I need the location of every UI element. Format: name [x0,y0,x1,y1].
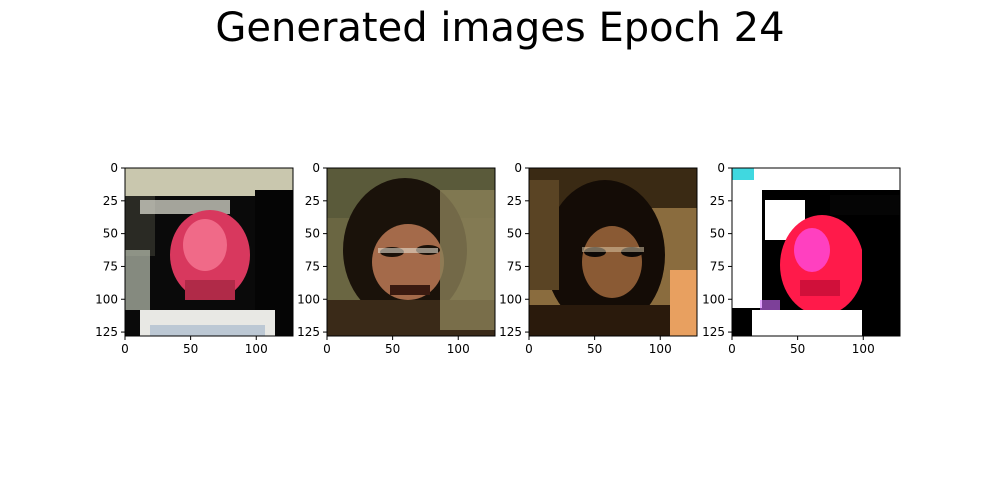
image-panel-2 [326,167,496,337]
image-panel-4 [731,167,901,337]
x-tick-label: 100 [447,342,470,356]
x-tick-label: 100 [245,342,268,356]
image-panel-1 [124,167,294,337]
y-tick-label: 25 [710,194,725,208]
image-panel-3 [528,167,698,337]
y-tick-label: 50 [507,227,522,241]
panel-4-axes: 0 50 100 0 25 50 75 100 125 [702,161,875,356]
y-tick-label: 50 [710,227,725,241]
x-tick-label: 0 [728,342,736,356]
y-tick-label: 75 [103,259,118,273]
y-tick-label: 100 [499,292,522,306]
panel-1-axes: 0 50 100 0 25 50 75 100 125 [95,161,268,356]
generated-face-image-1 [125,168,293,336]
panel-2-axes: 0 50 100 0 25 50 75 100 125 [297,161,470,356]
x-tick-label: 100 [649,342,672,356]
x-tick-label: 0 [121,342,129,356]
y-tick-label: 0 [312,161,320,175]
generated-face-image-2 [327,168,495,336]
y-tick-label: 50 [305,227,320,241]
y-tick-label: 50 [103,227,118,241]
x-tick-label: 50 [587,342,602,356]
x-tick-label: 50 [183,342,198,356]
y-tick-label: 125 [702,325,725,339]
y-tick-label: 100 [702,292,725,306]
y-tick-label: 125 [95,325,118,339]
panel-3-axes: 0 50 100 0 25 50 75 100 125 [499,161,672,356]
y-tick-label: 0 [110,161,118,175]
y-tick-label: 25 [305,194,320,208]
y-tick-label: 125 [297,325,320,339]
y-tick-label: 75 [305,259,320,273]
x-tick-label: 50 [385,342,400,356]
generated-face-image-3 [529,168,697,336]
generated-face-image-4 [732,168,900,336]
y-tick-label: 100 [95,292,118,306]
y-tick-label: 0 [514,161,522,175]
x-tick-label: 0 [525,342,533,356]
x-tick-label: 0 [323,342,331,356]
figure-title: Generated images Epoch 24 [215,5,785,51]
y-tick-label: 75 [507,259,522,273]
y-tick-label: 75 [710,259,725,273]
x-tick-label: 50 [790,342,805,356]
y-tick-label: 100 [297,292,320,306]
y-tick-label: 0 [717,161,725,175]
y-tick-label: 25 [507,194,522,208]
x-tick-label: 100 [852,342,875,356]
y-tick-label: 125 [499,325,522,339]
y-tick-label: 25 [103,194,118,208]
